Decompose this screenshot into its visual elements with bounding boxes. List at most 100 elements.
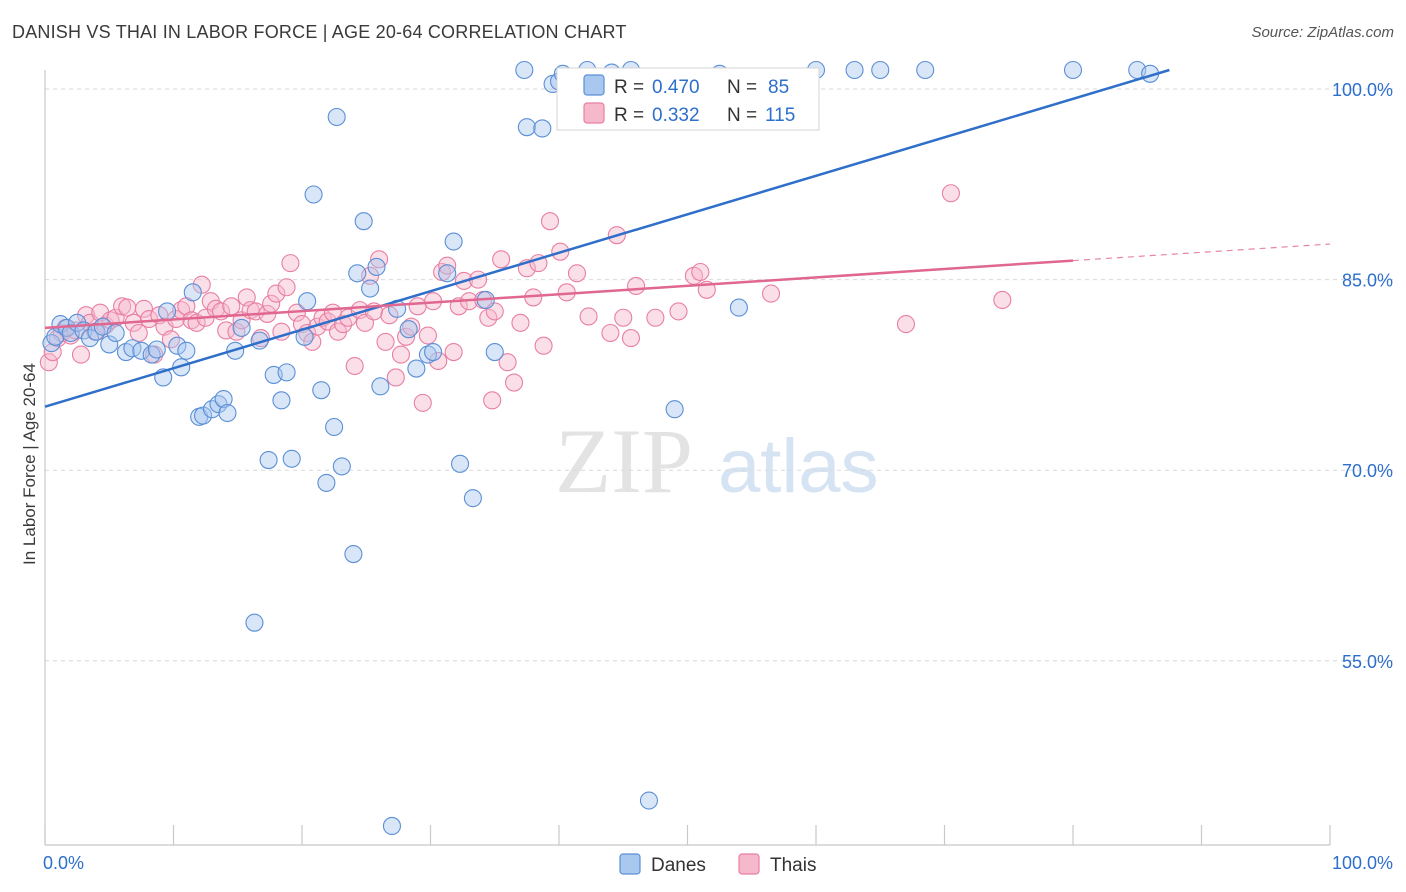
danes-point-43 <box>325 417 344 437</box>
thais-point-36 <box>222 297 241 316</box>
danes-point-55 <box>407 359 426 378</box>
danes-point-48 <box>354 212 373 231</box>
danes-point-50 <box>367 257 386 276</box>
y-axis-title: In Labor Force | Age 20-64 <box>20 363 39 565</box>
danes-point-30 <box>232 318 251 337</box>
y-tick-label-55: 55.0% <box>1342 652 1393 672</box>
legend-thais-label: Thais <box>770 855 816 876</box>
danes-point-18 <box>158 302 177 321</box>
danes-point-59 <box>444 232 463 251</box>
thais-point-114 <box>941 184 960 203</box>
danes-point-63 <box>485 342 504 362</box>
danes-trend-line <box>44 68 1170 408</box>
thais-point-91 <box>511 313 530 332</box>
thais-n-value: 115 <box>765 105 795 126</box>
thais-point-72 <box>408 297 427 316</box>
thais-point-99 <box>567 264 587 283</box>
thais-point-96 <box>540 212 560 231</box>
danes-point-79 <box>845 60 864 80</box>
thais-point-69 <box>391 345 410 364</box>
thais-trend-extension <box>1072 243 1331 262</box>
thais-point-100 <box>579 307 598 326</box>
thais-point-16 <box>118 298 137 317</box>
danes-point-60 <box>451 454 470 473</box>
thais-point-47 <box>277 278 296 297</box>
thais-point-48 <box>281 254 300 273</box>
danes-point-11 <box>106 323 125 343</box>
danes-point-51 <box>371 377 390 396</box>
gridlines <box>45 88 1393 662</box>
danes-point-36 <box>277 363 296 382</box>
thais-point-73 <box>413 393 432 412</box>
thais-point-18 <box>129 323 148 343</box>
danes-point-52 <box>382 816 402 835</box>
danes-point-66 <box>533 119 552 138</box>
legend-danes-swatch <box>619 853 641 875</box>
danes-n-value: 85 <box>768 77 789 98</box>
danes-point-54 <box>399 320 418 339</box>
thais-point-19 <box>134 299 153 318</box>
stats-legend: R = 0.470 N = 85 R = 0.332 N = 115 <box>556 67 820 131</box>
y-tick-label-70: 70.0% <box>1342 461 1393 481</box>
thais-point-0 <box>39 353 58 372</box>
thais-point-45 <box>267 284 286 303</box>
y-tick-label-85: 85.0% <box>1342 271 1393 291</box>
danes-point-47 <box>348 264 367 283</box>
danes-point-24 <box>194 406 213 425</box>
thais-point-66 <box>376 332 395 351</box>
watermark-zip: ZIP <box>555 410 693 512</box>
x-tick-label-min: 0.0% <box>43 853 84 873</box>
thais-point-86 <box>483 391 502 410</box>
thais-point-71 <box>402 317 421 336</box>
thais-point-90 <box>504 373 524 392</box>
danes-point-19 <box>168 336 187 355</box>
thais-point-95 <box>534 336 553 355</box>
thais-point-104 <box>621 329 641 348</box>
danes-point-64 <box>515 60 534 80</box>
thais-point-76 <box>429 351 448 370</box>
danes-point-82 <box>1063 60 1083 80</box>
thais-point-88 <box>492 250 511 269</box>
danes-r-label: R = <box>614 77 644 98</box>
danes-point-74 <box>639 791 659 810</box>
thais-n-label: N = <box>727 105 757 126</box>
danes-point-44 <box>327 107 346 127</box>
thais-trend-line <box>44 259 1074 330</box>
thais-point-68 <box>386 368 405 387</box>
legend-danes-label: Danes <box>651 855 706 876</box>
chart-title: DANISH VS THAI IN LABOR FORCE | AGE 20-6… <box>12 22 627 42</box>
danes-point-28 <box>218 403 237 423</box>
thais-point-89 <box>498 353 517 372</box>
thais-point-78 <box>438 256 457 275</box>
thais-point-101 <box>601 323 620 343</box>
danes-point-40 <box>304 185 323 204</box>
thais-point-41 <box>246 302 265 321</box>
danes-point-35 <box>272 391 291 410</box>
danes-point-57 <box>424 342 443 362</box>
thais-point-28 <box>182 311 201 330</box>
danes-point-80 <box>871 60 890 80</box>
thais-point-107 <box>669 302 688 321</box>
danes-point-46 <box>344 545 363 564</box>
axes <box>44 70 1331 846</box>
danes-n-label: N = <box>727 77 757 98</box>
danes-point-33 <box>259 450 278 470</box>
danes-point-61 <box>463 489 482 508</box>
danes-point-56 <box>418 345 437 364</box>
thais-swatch <box>583 102 605 124</box>
danes-swatch <box>583 74 605 96</box>
danes-point-41 <box>312 381 331 400</box>
source-label: Source: ZipAtlas.com <box>1251 24 1394 41</box>
thais-point-113 <box>993 290 1012 310</box>
thais-point-74 <box>418 326 437 345</box>
danes-point-49 <box>361 279 380 298</box>
danes-point-15 <box>142 345 161 364</box>
x-tick-label-max: 100.0% <box>1332 853 1393 873</box>
thais-point-103 <box>614 308 633 327</box>
thais-point-60 <box>345 356 364 376</box>
danes-point-21 <box>177 341 196 360</box>
danes-point-42 <box>317 473 336 492</box>
danes-point-65 <box>517 118 536 137</box>
danes-point-14 <box>132 341 151 360</box>
